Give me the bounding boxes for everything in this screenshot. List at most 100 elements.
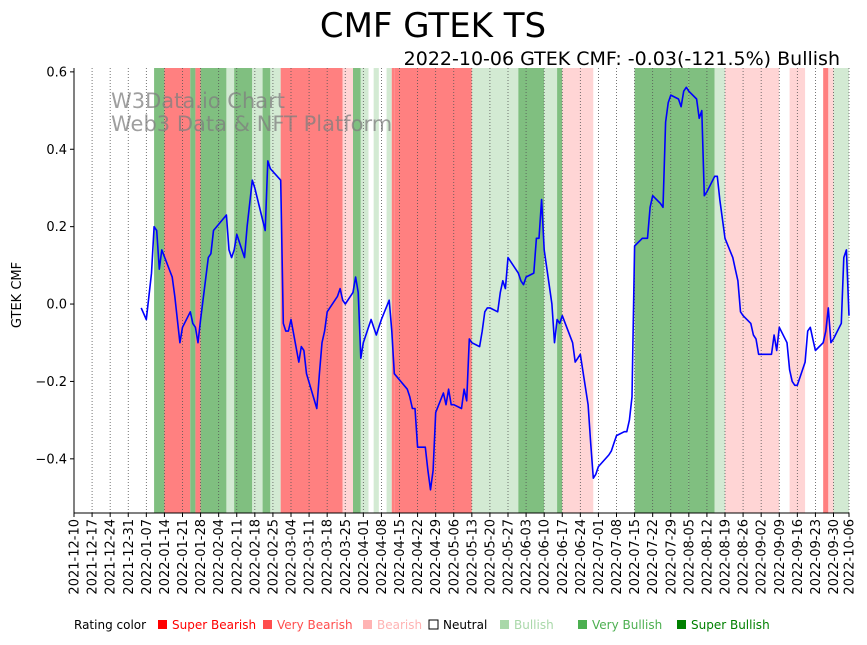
rating-band-18 [471,68,519,513]
x-tick-label: 2022-02-25 [266,519,281,595]
x-tick-label: 2021-12-31 [122,519,137,595]
x-tick-label: 2022-09-02 [755,519,770,595]
legend-item: Neutral [428,618,487,632]
legend-swatch [158,620,167,629]
x-tick-label: 2022-04-15 [393,519,408,595]
x-tick-label: 2022-01-28 [194,519,209,595]
rating-band-13 [360,68,369,513]
x-tick-label: 2022-08-05 [682,519,697,595]
legend-item: Very Bearish [263,618,353,632]
x-tick-label: 2022-05-06 [447,519,462,595]
x-tick-label: 2022-07-22 [646,519,661,595]
legend-swatch [500,620,509,629]
rating-band-8 [262,68,271,513]
legend-label: Super Bearish [172,618,256,632]
x-tick-label: 2022-06-03 [520,519,535,595]
rating-band-15 [386,68,392,513]
y-tick-label: 0.2 [46,220,67,235]
rating-band-5 [226,68,235,513]
y-tick-label: 0.6 [46,65,67,80]
rating-band-19 [518,68,545,513]
x-tick-label: 2022-10-06 [843,519,858,595]
legend-label: Neutral [443,618,487,632]
rating-band-28 [823,68,829,513]
rating-band-0 [154,68,165,513]
legend-label: Super Bullish [691,618,770,632]
rating-band-2 [190,68,196,513]
chart-title: CMF GTEK TS [320,6,546,46]
rating-band-22 [562,68,594,513]
x-tick-label: 2022-06-10 [538,519,553,595]
x-tick-label: 2022-08-19 [719,519,734,595]
x-tick-label: 2022-09-16 [791,519,806,595]
rating-band-23 [634,68,689,513]
legend-item: Bullish [500,618,554,632]
x-tick-label: 2022-05-20 [483,519,498,595]
x-tick-label: 2022-02-11 [230,519,245,595]
x-tick-label: 2022-01-14 [158,519,173,595]
x-tick-label: 2022-02-04 [212,519,227,595]
legend-item: Very Bullish [578,618,662,632]
rating-band-12 [353,68,361,513]
y-axis-label: GTEK CMF [10,262,25,328]
legend-item: Bearish [363,618,422,632]
legend-label: Bearish [377,618,422,632]
x-tick-label: 2021-12-17 [86,519,101,595]
x-tick-label: 2022-01-07 [140,519,155,595]
legend-swatch [263,620,272,629]
y-tick-label: 0.0 [46,298,67,313]
legend-label: Bullish [514,618,554,632]
rating-band-17 [394,68,472,513]
x-tick-label: 2022-01-21 [176,519,191,595]
x-tick-label: 2022-03-18 [321,519,336,595]
rating-band-30 [833,68,849,513]
x-tick-label: 2022-07-01 [592,519,607,595]
x-tick-label: 2022-02-18 [248,519,263,595]
x-tick-label: 2022-07-29 [664,519,679,595]
rating-band-7 [252,68,263,513]
x-tick-label: 2022-03-04 [285,519,300,595]
cmf-line [140,86,850,491]
x-tick-label: 2022-09-09 [773,519,788,595]
x-tick-label: 2022-04-08 [375,519,390,595]
x-tick-label: 2022-05-27 [502,519,517,595]
x-tick-label: 2022-08-26 [737,519,752,595]
rating-band-14 [373,68,379,513]
rating-legend: Rating color Super Bearish Very Bearish Be… [74,618,770,632]
legend-swatch [428,619,439,630]
x-tick-label: 2022-03-11 [303,519,318,595]
x-tick-label: 2022-09-23 [809,519,824,595]
x-tick-label: 2022-03-25 [339,519,354,595]
rating-band-26 [725,68,780,513]
x-tick-label: 2021-12-10 [68,519,83,595]
y-axis-ticks: 0.6 0.4 0.2 0.0 −0.2 −0.4 [35,65,74,467]
legend-swatch [363,620,372,629]
rating-band-25 [714,68,725,513]
x-tick-label: 2022-08-12 [700,519,715,595]
legend-item: Super Bearish [158,618,256,632]
watermark-line-1: W3Data.io Chart [111,89,285,113]
y-tick-label: −0.2 [35,375,67,390]
rating-band-24 [688,68,715,513]
chart-subtitle: 2022-10-06 GTEK CMF: -0.03(-121.5%) Bull… [404,48,840,70]
rating-band-16 [391,68,395,513]
rating-band-21 [557,68,563,513]
cmf-series [140,86,850,491]
x-tick-label: 2022-09-30 [827,519,842,595]
watermark-line-2: Web3 Data & NFT Platform [111,112,392,136]
x-tick-label: 2022-04-29 [429,519,444,595]
rating-band-29 [828,68,834,513]
weekly-gridlines [73,68,850,513]
rating-band-3 [195,68,201,513]
y-tick-label: −0.4 [35,452,67,467]
x-tick-label: 2022-04-01 [357,519,372,595]
rating-band-6 [234,68,253,513]
rating-bands [154,68,849,513]
x-axis-ticks: 2021-12-10 2021-12-17 2021-12-24 2021-12-31… [68,513,858,595]
legend-label: Very Bullish [592,618,662,632]
rating-band-11 [342,68,353,513]
x-tick-label: 2022-04-22 [411,519,426,595]
legend-item: Super Bullish [677,618,770,632]
